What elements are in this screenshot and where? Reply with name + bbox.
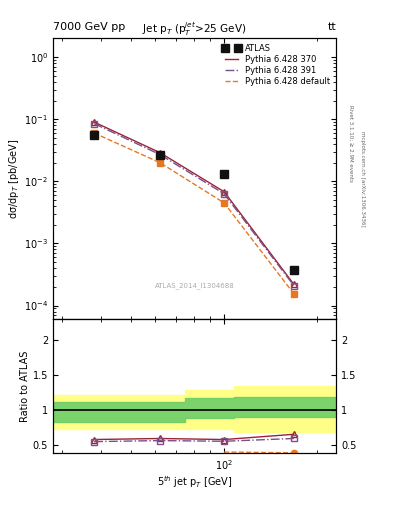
ATLAS xyxy=(222,171,226,177)
X-axis label: 5$^{th}$ jet p$_T$ [GeV]: 5$^{th}$ jet p$_T$ [GeV] xyxy=(157,475,232,490)
Pythia 6.428 default xyxy=(92,130,96,136)
Pythia 6.428 370 xyxy=(158,150,162,156)
ATLAS xyxy=(92,132,96,138)
Pythia 6.428 default xyxy=(222,200,226,206)
Pythia 6.428 default xyxy=(158,160,162,166)
Legend: ATLAS, Pythia 6.428 370, Pythia 6.428 391, Pythia 6.428 default: ATLAS, Pythia 6.428 370, Pythia 6.428 39… xyxy=(221,42,332,88)
Text: mcplots.cern.ch [arXiv:1306.3436]: mcplots.cern.ch [arXiv:1306.3436] xyxy=(360,132,365,227)
Text: tt: tt xyxy=(327,22,336,32)
Pythia 6.428 default xyxy=(292,291,296,297)
Pythia 6.428 370 xyxy=(292,281,296,287)
Text: 7000 GeV pp: 7000 GeV pp xyxy=(53,22,125,32)
Text: ATLAS_2014_I1304688: ATLAS_2014_I1304688 xyxy=(155,282,234,289)
Pythia 6.428 391 xyxy=(222,191,226,197)
Line: Pythia 6.428 391: Pythia 6.428 391 xyxy=(94,123,294,286)
Pythia 6.428 391 xyxy=(158,152,162,158)
Pythia 6.428 391 xyxy=(92,120,96,126)
Pythia 6.428 370 xyxy=(222,188,226,195)
Text: Rivet 3.1.10; ≥ 2.9M events: Rivet 3.1.10; ≥ 2.9M events xyxy=(349,105,354,182)
Title: Jet p$_T$ (p$_T^{jet}$>25 GeV): Jet p$_T$ (p$_T^{jet}$>25 GeV) xyxy=(142,20,247,38)
Line: ATLAS: ATLAS xyxy=(90,132,298,273)
Y-axis label: Ratio to ATLAS: Ratio to ATLAS xyxy=(20,351,30,422)
Pythia 6.428 370 xyxy=(92,119,96,125)
Line: Pythia 6.428 default: Pythia 6.428 default xyxy=(94,133,294,294)
Line: Pythia 6.428 370: Pythia 6.428 370 xyxy=(94,122,294,284)
ATLAS xyxy=(158,152,162,158)
Y-axis label: dσ/dp$_T$ [pb/GeV]: dσ/dp$_T$ [pb/GeV] xyxy=(7,139,21,219)
ATLAS xyxy=(292,266,296,272)
Pythia 6.428 391 xyxy=(292,283,296,289)
